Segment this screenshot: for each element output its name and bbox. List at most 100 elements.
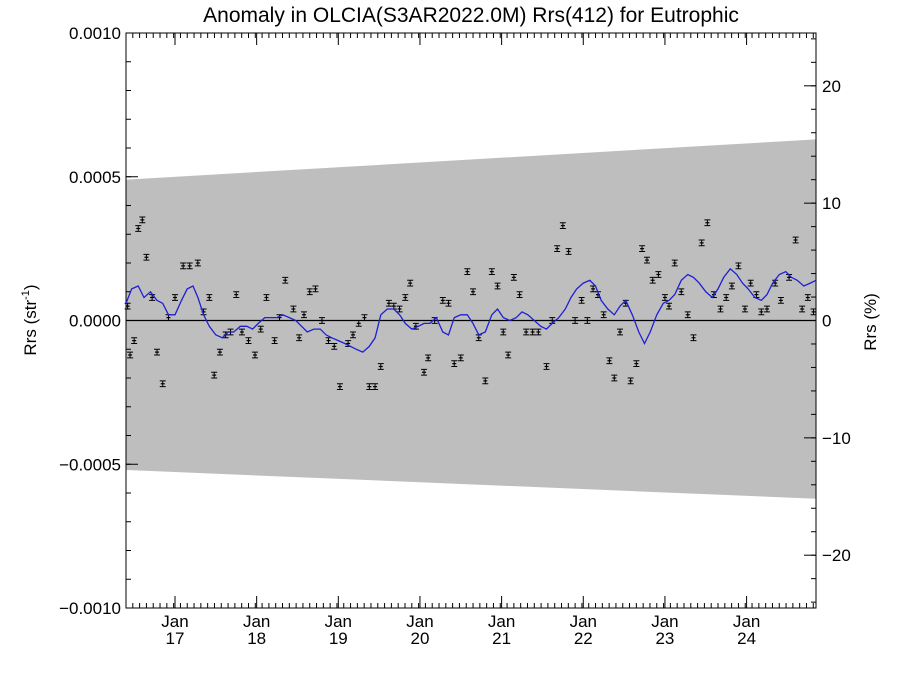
- data-point-errorbar: [698, 239, 705, 247]
- data-point-errorbar: [306, 288, 313, 296]
- x-tick-label-month: Jan: [243, 612, 270, 631]
- y-left-tick-label: 0.0000: [69, 312, 121, 331]
- data-point-errorbar: [723, 294, 730, 301]
- data-point-errorbar: [516, 291, 523, 298]
- data-point-errorbar: [263, 294, 270, 301]
- y-left-tick-label: −0.0010: [59, 599, 121, 618]
- x-tick-label-year: 23: [655, 629, 674, 648]
- data-point-errorbar: [747, 279, 754, 287]
- x-tick-label-month: Jan: [488, 612, 515, 631]
- x-tick-label-year: 20: [411, 629, 430, 648]
- data-point-errorbar: [600, 311, 607, 319]
- data-point-errorbar: [606, 357, 613, 365]
- uncertainty-band-layer: [126, 139, 816, 499]
- data-point-errorbar: [238, 328, 245, 336]
- data-point-errorbar: [565, 248, 572, 255]
- data-point-errorbar: [810, 308, 817, 316]
- data-point-errorbar: [216, 348, 223, 356]
- data-point-errorbar: [728, 282, 735, 290]
- data-point-errorbar: [572, 317, 579, 324]
- data-point-errorbar: [735, 262, 742, 270]
- x-tick-label-year: 19: [329, 629, 348, 648]
- x-tick-label-year: 18: [247, 629, 266, 648]
- data-point-errorbar: [325, 337, 332, 344]
- smoothed-anomaly-line: [125, 267, 817, 353]
- y-right-tick-label: −20: [822, 546, 851, 565]
- data-point-errorbar: [412, 322, 419, 330]
- data-point-errorbar: [154, 348, 161, 356]
- data-point-errorbar: [777, 297, 784, 304]
- data-point-errorbar: [488, 268, 495, 275]
- data-point-errorbar: [290, 305, 297, 313]
- data-point-errorbar: [627, 377, 634, 385]
- data-point-errorbar: [678, 288, 685, 296]
- data-point-errorbar: [171, 294, 178, 301]
- y-axis-label-left: Rrs (str-1): [20, 284, 40, 355]
- data-layer: [124, 216, 817, 390]
- x-tick-label-month: Jan: [161, 612, 188, 631]
- data-point-errorbar: [523, 328, 530, 336]
- data-point-errorbar: [741, 305, 748, 313]
- x-tick-label-year: 17: [166, 629, 185, 648]
- data-point-errorbar: [535, 328, 542, 336]
- data-point-errorbar: [206, 294, 213, 301]
- data-point-errorbar: [312, 285, 319, 293]
- data-point-errorbar: [510, 274, 517, 281]
- data-point-errorbar: [464, 268, 471, 275]
- data-point-errorbar: [717, 305, 724, 313]
- data-point-errorbar: [271, 337, 278, 344]
- data-point-errorbar: [457, 354, 464, 362]
- data-point-errorbar: [377, 363, 384, 370]
- data-point-errorbar: [500, 328, 507, 336]
- data-point-errorbar: [451, 360, 458, 367]
- data-point-errorbar: [186, 262, 193, 270]
- data-point-errorbar: [690, 334, 697, 342]
- x-tick-label-month: Jan: [651, 612, 678, 631]
- data-point-errorbar: [704, 219, 711, 227]
- data-point-errorbar: [543, 363, 550, 370]
- data-point-errorbar: [282, 276, 289, 284]
- data-point-errorbar: [482, 377, 489, 385]
- x-tick-label-month: Jan: [733, 612, 760, 631]
- data-point-errorbar: [421, 368, 428, 376]
- x-tick-label-year: 21: [492, 629, 511, 648]
- y-axis-label-right: Rrs (%): [861, 293, 880, 351]
- data-point-errorbar: [584, 317, 591, 324]
- data-point-errorbar: [655, 271, 662, 278]
- x-tick-label-year: 22: [574, 629, 593, 648]
- data-point-errorbar: [666, 302, 673, 310]
- data-point-errorbar: [578, 297, 585, 304]
- data-point-errorbar: [611, 374, 618, 382]
- data-point-errorbar: [331, 343, 338, 350]
- data-point-errorbar: [131, 337, 138, 344]
- y-right-tick-label: 20: [822, 77, 841, 96]
- chart-title: Anomaly in OLCIA(S3AR2022.0M) Rrs(412) f…: [203, 4, 739, 27]
- data-point-errorbar: [355, 320, 362, 327]
- data-point-errorbar: [643, 256, 650, 264]
- data-point-errorbar: [318, 317, 325, 324]
- data-point-errorbar: [180, 262, 187, 270]
- data-point-errorbar: [194, 259, 201, 267]
- data-point-errorbar: [529, 328, 536, 336]
- data-point-errorbar: [252, 351, 259, 359]
- data-point-errorbar: [211, 371, 218, 379]
- data-point-errorbar: [445, 299, 452, 307]
- x-tick-label-month: Jan: [325, 612, 352, 631]
- y-left-tick-label: −0.0005: [59, 455, 121, 474]
- x-tick-label-month: Jan: [406, 612, 433, 631]
- y-left-tick-label: 0.0005: [69, 168, 121, 187]
- data-point-errorbar: [407, 279, 414, 287]
- data-point-errorbar: [633, 360, 640, 367]
- data-point-errorbar: [139, 216, 146, 224]
- data-point-errorbar: [764, 305, 771, 313]
- data-point-errorbar: [127, 351, 134, 359]
- data-point-errorbar: [425, 354, 432, 362]
- data-point-errorbar: [661, 294, 668, 301]
- axes-layer: −0.0010 −0.0005 0.0000 0.0005 0.0010 −20 −10 0 1…: [59, 24, 851, 648]
- data-point-errorbar: [470, 288, 477, 296]
- data-point-errorbar: [135, 225, 142, 232]
- data-point-errorbar: [671, 259, 678, 267]
- data-point-errorbar: [549, 317, 556, 324]
- y-axis-label-left-close: ): [21, 284, 40, 290]
- data-point-errorbar: [684, 311, 691, 319]
